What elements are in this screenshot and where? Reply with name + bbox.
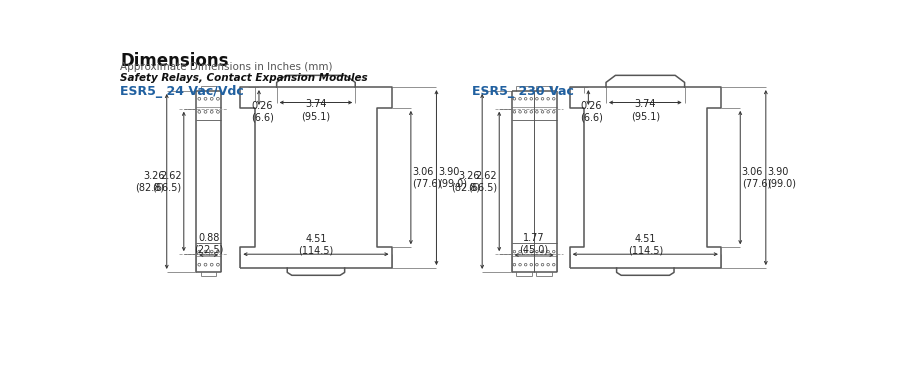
Text: ESR5_ 230 Vac: ESR5_ 230 Vac — [472, 85, 574, 98]
Text: 3.74
(95.1): 3.74 (95.1) — [631, 100, 660, 121]
Text: 2.62
(66.5): 2.62 (66.5) — [152, 170, 182, 192]
Text: 0.26
(6.6): 0.26 (6.6) — [580, 101, 604, 123]
Text: 4.51
(114.5): 4.51 (114.5) — [627, 234, 663, 256]
Text: Approximate Dimensions in Inches (mm): Approximate Dimensions in Inches (mm) — [121, 62, 333, 72]
Text: 3.06
(77.6): 3.06 (77.6) — [742, 167, 771, 188]
Text: 3.74
(95.1): 3.74 (95.1) — [302, 100, 330, 121]
Text: 3.06
(77.6): 3.06 (77.6) — [412, 167, 442, 188]
Text: 3.90
(99.0): 3.90 (99.0) — [438, 167, 467, 188]
Text: 4.51
(114.5): 4.51 (114.5) — [298, 234, 334, 256]
Text: 0.26
(6.6): 0.26 (6.6) — [251, 101, 274, 123]
Text: Safety Relays, Contact Expansion Modules: Safety Relays, Contact Expansion Modules — [121, 73, 368, 83]
Text: 2.62
(66.5): 2.62 (66.5) — [468, 170, 497, 192]
Text: Dimensions: Dimensions — [121, 53, 229, 70]
Text: ESR5_ 24 Vac/Vdc: ESR5_ 24 Vac/Vdc — [121, 85, 244, 98]
Text: 3.90
(99.0): 3.90 (99.0) — [768, 167, 796, 188]
Text: 3.26
(82.8): 3.26 (82.8) — [135, 170, 165, 192]
Text: 1.77
(45.0): 1.77 (45.0) — [519, 233, 549, 254]
Text: 3.26
(82.8): 3.26 (82.8) — [451, 170, 480, 192]
Text: 0.88
(22.5): 0.88 (22.5) — [194, 233, 223, 254]
